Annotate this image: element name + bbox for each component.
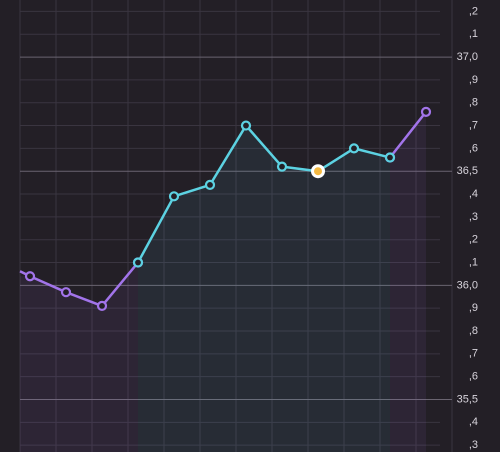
y-tick-label: ,4	[469, 416, 478, 428]
point	[24, 271, 36, 282]
y-tick-label: ,2	[469, 5, 478, 17]
point	[276, 161, 288, 172]
y-tick-label: ,9	[469, 74, 478, 86]
y-tick-label: ,9	[469, 302, 478, 314]
point	[96, 300, 108, 311]
y-tick-label: 37,0	[457, 51, 478, 63]
y-tick-label: 35,5	[457, 393, 478, 405]
y-tick-label: 36,5	[457, 165, 478, 177]
point	[384, 152, 396, 163]
line	[389, 111, 427, 159]
point	[240, 120, 252, 131]
y-tick-label: ,6	[469, 371, 478, 383]
point	[348, 143, 360, 154]
point	[204, 179, 216, 191]
point	[168, 191, 180, 202]
line	[29, 261, 139, 308]
y-tick-label: 36,0	[457, 279, 478, 291]
y-tick-label: ,8	[469, 97, 478, 109]
y-tick-label: ,4	[469, 188, 478, 200]
y-tick-label: ,6	[469, 142, 478, 154]
area	[20, 262, 138, 452]
y-tick-label: ,2	[469, 234, 478, 246]
line	[136, 124, 391, 264]
y-tick-label: ,3	[469, 439, 478, 451]
point	[60, 287, 72, 298]
y-tick-label: ,7	[469, 119, 478, 131]
point	[420, 106, 432, 117]
area	[390, 111, 426, 452]
y-tick-label: ,3	[469, 211, 478, 223]
highlight-point-core	[314, 167, 322, 176]
y-tick-label: ,8	[469, 325, 478, 337]
point	[132, 257, 144, 268]
area	[138, 125, 390, 452]
y-tick-label: ,7	[469, 348, 478, 360]
y-tick-label: ,1	[469, 256, 478, 268]
y-tick-label: ,1	[469, 28, 478, 40]
